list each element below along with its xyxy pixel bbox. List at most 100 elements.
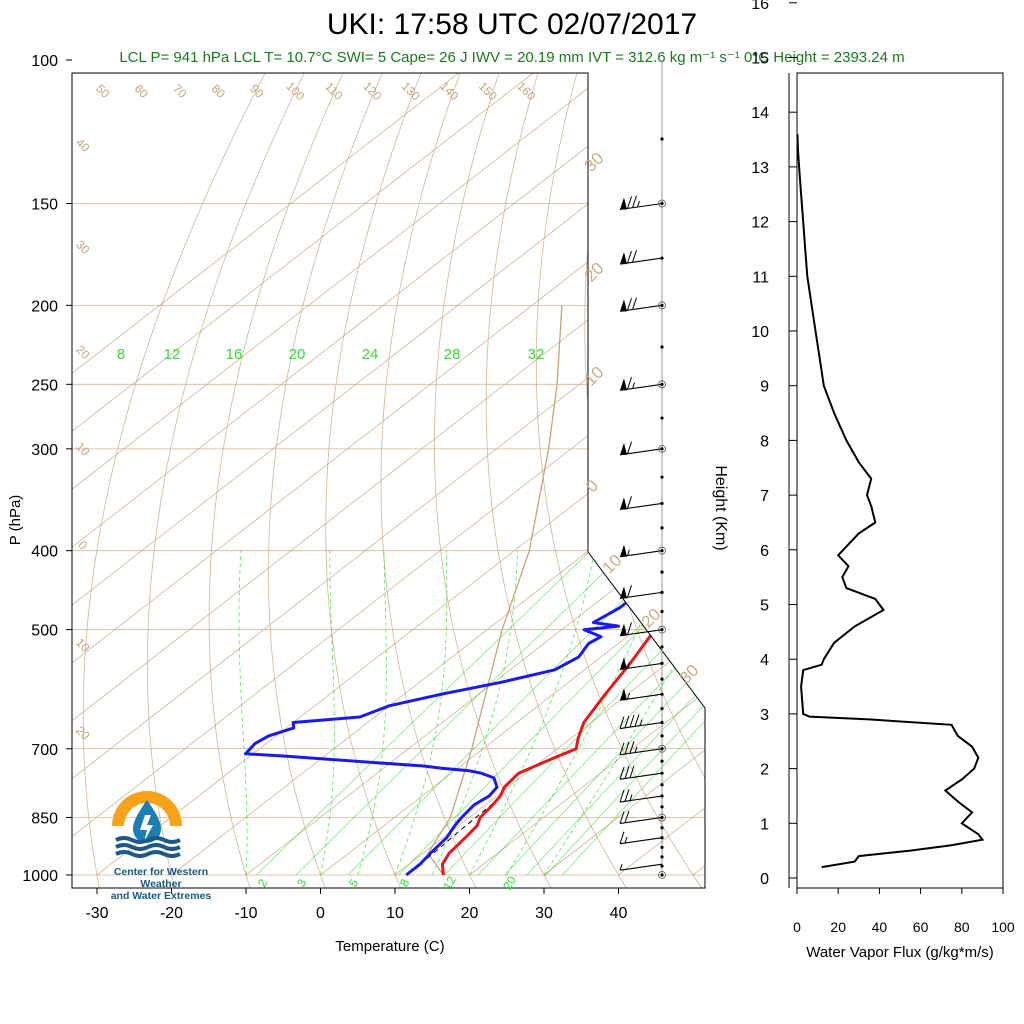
mixing-ratio-line bbox=[562, 369, 705, 876]
logo-wave-icon bbox=[115, 836, 181, 844]
barb-level-circle bbox=[658, 813, 666, 822]
height-tick-label: 4 bbox=[760, 652, 769, 669]
mixing-ratio-label: 3 bbox=[294, 876, 310, 889]
isotherm bbox=[768, 60, 1024, 875]
temperature-tick-label: 30 bbox=[535, 905, 553, 922]
barb-level-circle bbox=[658, 199, 666, 208]
mixing-ratio-line bbox=[477, 369, 705, 876]
mixing-ratio-label: 2 bbox=[255, 876, 271, 889]
isotherm-label: 110 bbox=[322, 79, 346, 103]
height-tick-label: 16 bbox=[751, 0, 769, 13]
height-axis-label: Height (Km) bbox=[712, 465, 729, 550]
dry-adiabat bbox=[584, 73, 705, 888]
isotherm bbox=[72, 73, 705, 876]
barb-level-circle bbox=[658, 625, 666, 634]
isotherm bbox=[692, 73, 705, 876]
wind-barb bbox=[619, 585, 663, 599]
barb-level-dot bbox=[660, 645, 664, 649]
barb-level-dot bbox=[660, 526, 664, 530]
mixing-ratio-label: 8 bbox=[397, 876, 413, 889]
height-tick-label: 11 bbox=[752, 269, 769, 286]
isotherm-label: 80 bbox=[209, 81, 229, 101]
wind-barb bbox=[619, 789, 663, 803]
temperature-tick-label: 0 bbox=[316, 905, 325, 922]
flux-frame bbox=[796, 72, 1004, 889]
mixing-ratio-label: 32 bbox=[528, 346, 545, 363]
logo-line-2: and Water Extremes bbox=[110, 890, 212, 902]
wind-barb bbox=[619, 297, 663, 312]
moist-adiabat bbox=[238, 550, 248, 876]
isotherm-label: 40 bbox=[73, 135, 93, 155]
wind-barb bbox=[619, 714, 663, 730]
moist-adiabat bbox=[320, 550, 335, 876]
barb-level-dot bbox=[660, 864, 664, 868]
mixing-ratio-label: 20 bbox=[500, 873, 519, 892]
height-tick-label: 9 bbox=[760, 379, 769, 396]
dry-adiabat bbox=[208, 73, 350, 888]
wind-barb bbox=[619, 810, 663, 825]
isotherm bbox=[245, 73, 705, 876]
mixing-ratio-label: 24 bbox=[362, 346, 379, 363]
barb-level-dot bbox=[660, 759, 664, 763]
isotherm bbox=[72, 73, 705, 876]
wind-barb bbox=[619, 195, 663, 211]
isotherm bbox=[72, 73, 551, 876]
moist-adiabat bbox=[431, 550, 518, 876]
barb-level-dot bbox=[660, 734, 664, 738]
moist-adiabat bbox=[357, 550, 387, 876]
mixing-ratio-line bbox=[295, 369, 705, 876]
wind-barb bbox=[619, 377, 663, 391]
dry-adiabat bbox=[325, 73, 427, 888]
height-tick-label: 12 bbox=[751, 215, 769, 232]
height-tick-label: 7 bbox=[760, 488, 769, 505]
temperature-tick-label: 40 bbox=[610, 905, 628, 922]
barb-level-dot bbox=[660, 783, 664, 787]
mixing-ratio-label: 20 bbox=[289, 346, 306, 363]
isotherm bbox=[618, 73, 705, 876]
isotherm bbox=[72, 73, 705, 876]
logo-text: Center for Western Weather and Water Ext… bbox=[92, 866, 230, 902]
parcel-path bbox=[427, 305, 563, 876]
dry-adiabat bbox=[928, 60, 1024, 892]
mixing-ratio-line bbox=[256, 369, 705, 876]
height-tick-label: 10 bbox=[751, 324, 769, 341]
isotherm bbox=[96, 73, 705, 876]
barb-level-circle bbox=[658, 871, 666, 879]
barb-level-circle bbox=[658, 744, 666, 753]
isotherm-label: 50 bbox=[93, 81, 113, 101]
dry-adiabat bbox=[535, 73, 705, 888]
dry-adiabat bbox=[82, 73, 273, 888]
barb-level-dot bbox=[660, 609, 664, 614]
barb-level-dot bbox=[660, 855, 664, 859]
mixing-ratio-label: 12 bbox=[440, 873, 459, 892]
isotherm-label: 10 bbox=[73, 635, 93, 655]
wind-barb bbox=[619, 741, 663, 756]
temperature-line bbox=[440, 202, 705, 876]
flux-tick-label: 20 bbox=[830, 919, 846, 935]
flux-tick-label: 40 bbox=[872, 919, 888, 935]
height-tick-label: 13 bbox=[751, 160, 769, 177]
pressure-tick-label: 150 bbox=[31, 197, 58, 214]
height-tick-label: 8 bbox=[760, 433, 769, 450]
dry-adiabat bbox=[849, 60, 1024, 892]
isotherm-label: 140 bbox=[437, 79, 461, 103]
mixing-ratio-label: 12 bbox=[164, 346, 181, 363]
isotherm bbox=[72, 73, 476, 876]
height-tick-label: 0 bbox=[760, 871, 769, 888]
flux-line bbox=[797, 134, 985, 869]
cw3e-logo bbox=[112, 791, 182, 858]
mixing-ratio-line bbox=[504, 369, 705, 876]
wind-barb bbox=[619, 496, 663, 510]
isotherm bbox=[72, 73, 705, 876]
isotherm-label: 20 bbox=[638, 605, 665, 632]
dry-adiabat bbox=[146, 73, 311, 888]
logo-line-1: Center for Western Weather bbox=[113, 866, 209, 890]
logo-sun-icon bbox=[112, 791, 182, 826]
height-tick-label: 14 bbox=[751, 105, 769, 122]
height-tick-label: 3 bbox=[760, 707, 769, 724]
height-tick-label: 6 bbox=[760, 543, 769, 560]
logo-bolt-icon bbox=[140, 815, 153, 842]
mixing-ratio-line bbox=[347, 369, 705, 876]
isotherm-label: 150 bbox=[476, 79, 500, 103]
